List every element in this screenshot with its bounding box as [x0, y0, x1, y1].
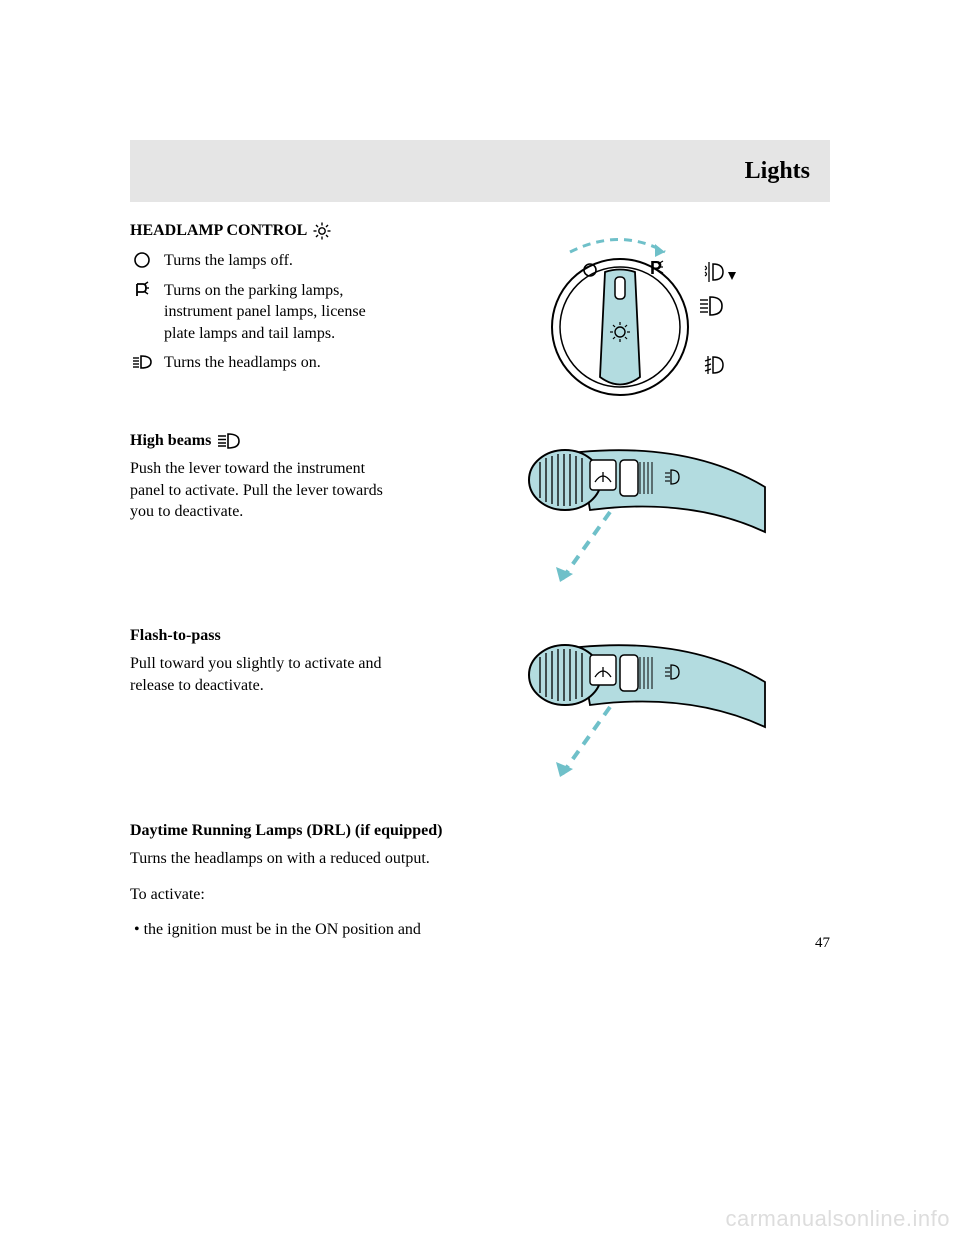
drl-section: Daytime Running Lamps (DRL) (if equipped… [130, 822, 830, 941]
headlamp-heading: HEADLAMP CONTROL [130, 222, 331, 240]
page-section-title: Lights [745, 158, 810, 185]
headlamp-dial-illustration: P [430, 222, 830, 412]
parking-lamp-icon [130, 280, 154, 300]
flash-section: Flash-to-pass Pull toward you slightly t… [130, 627, 830, 802]
headlamp-on-icon [130, 352, 154, 372]
highbeams-heading-label: High beams [130, 432, 211, 450]
drl-heading: Daytime Running Lamps (DRL) (if equipped… [130, 822, 442, 840]
highbeams-text-column: High beams Push the lever toward the ins… [130, 432, 400, 607]
highbeams-lever-illustration [430, 432, 830, 607]
flash-heading: Flash-to-pass [130, 627, 221, 645]
headlamp-item-parking: Turns on the parking lamps, instrument p… [130, 280, 400, 345]
highbeams-text: Push the lever toward the instrument pan… [130, 458, 400, 523]
page-content: HEADLAMP CONTROL [130, 222, 830, 955]
headlamp-section: HEADLAMP CONTROL [130, 222, 830, 412]
watermark: carmanualsonline.info [725, 1206, 950, 1232]
drl-heading-label: Daytime Running Lamps (DRL) (if equipped… [130, 822, 442, 840]
headlamp-item-off: Turns the lamps off. [130, 250, 400, 272]
sun-icon [313, 222, 331, 240]
header-bar: Lights [130, 140, 830, 202]
headlamp-heading-label: HEADLAMP CONTROL [130, 222, 307, 240]
headlamp-text-column: HEADLAMP CONTROL [130, 222, 400, 412]
flash-text: Pull toward you slightly to activate and… [130, 653, 400, 696]
drl-p1: Turns the headlamps on with a reduced ou… [130, 848, 830, 870]
headlamp-item-parking-text: Turns on the parking lamps, instrument p… [164, 280, 400, 345]
highbeam-icon [217, 433, 241, 449]
drl-p2: To activate: [130, 884, 830, 906]
svg-text:P: P [650, 258, 662, 278]
page-number: 47 [815, 935, 830, 952]
highbeams-heading: High beams [130, 432, 241, 450]
headlamp-item-on: Turns the headlamps on. [130, 352, 400, 374]
headlamp-item-on-text: Turns the headlamps on. [164, 352, 321, 374]
bullet-dot: • [134, 921, 140, 938]
flash-text-column: Flash-to-pass Pull toward you slightly t… [130, 627, 400, 802]
drl-bullet: • the ignition must be in the ON positio… [130, 919, 830, 941]
highbeams-section: High beams Push the lever toward the ins… [130, 432, 830, 607]
headlamp-item-off-text: Turns the lamps off. [164, 250, 293, 272]
flash-lever-illustration [430, 627, 830, 802]
drl-bullet-text: the ignition must be in the ON position … [144, 921, 421, 938]
circle-off-icon [130, 250, 154, 270]
flash-heading-label: Flash-to-pass [130, 627, 221, 645]
